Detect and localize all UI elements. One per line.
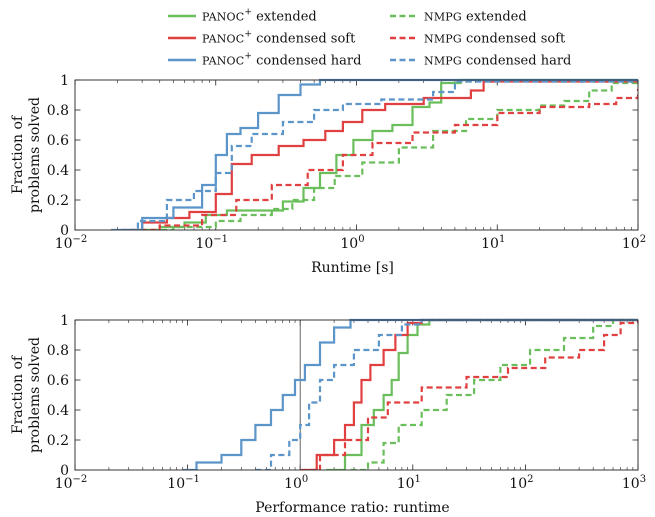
y-axis-label: Fraction ofproblems solved xyxy=(10,337,43,453)
x-tick-label: 10−2 xyxy=(55,234,88,252)
series-group xyxy=(182,318,638,470)
y-axis-label-line: problems solved xyxy=(27,337,43,453)
x-tick-base: 10 xyxy=(622,476,640,492)
x-tick-label: 10−1 xyxy=(167,474,200,492)
series-line xyxy=(300,320,638,470)
legend-label: NMPG condensed soft xyxy=(424,32,566,47)
legend-text: condensed soft xyxy=(252,32,356,47)
series-line xyxy=(110,80,638,230)
x-tick-base: 10 xyxy=(55,476,73,492)
series-line xyxy=(137,78,638,230)
x-axis-label: Performance ratio: runtime xyxy=(255,500,449,516)
legend-label: NMPG extended xyxy=(424,10,527,25)
y-tick-label: 0 xyxy=(60,223,69,239)
x-tick-label: 102 xyxy=(622,234,646,252)
x-tick-base: 10 xyxy=(622,236,640,252)
x-tick-base: 10 xyxy=(55,236,73,252)
legend-prefix: NMPG xyxy=(424,55,462,68)
y-tick-label: 0.6 xyxy=(47,133,69,149)
legend-label: PANOC+ condensed soft xyxy=(202,30,356,47)
x-tick-label: 100 xyxy=(340,234,364,252)
x-tick-exp: −2 xyxy=(73,234,88,245)
series-line xyxy=(117,78,638,230)
x-tick-base: 10 xyxy=(195,236,213,252)
x-tick-label: 101 xyxy=(397,474,421,492)
y-tick-label: 0.4 xyxy=(47,163,69,179)
y-tick-label: 0.4 xyxy=(47,403,69,419)
y-tick-label: 0.8 xyxy=(47,343,69,359)
performance-ratio-chart: 10−2 10−1 100 101 102 10300.20.40.60.81Perfor… xyxy=(10,313,646,516)
legend-text: condensed hard xyxy=(462,54,571,69)
legend-text: extended xyxy=(252,10,317,25)
y-tick-label: 1 xyxy=(60,313,69,329)
x-tick-base: 10 xyxy=(397,476,415,492)
y-axis-label-line: Fraction of xyxy=(10,114,26,194)
x-tick-exp: 2 xyxy=(527,474,533,485)
series-line xyxy=(123,80,638,230)
x-tick-base: 10 xyxy=(340,236,358,252)
x-axis-label: Runtime [s] xyxy=(311,260,394,276)
x-tick-base: 10 xyxy=(481,236,499,252)
x-tick-label: 103 xyxy=(622,474,646,492)
legend-sup: + xyxy=(244,30,252,40)
series-line xyxy=(255,318,638,470)
y-tick-label: 0.2 xyxy=(47,433,69,449)
legend-text: condensed soft xyxy=(462,32,566,47)
legend-prefix: NMPG xyxy=(424,33,462,46)
series-line xyxy=(182,318,638,470)
x-tick-label: 101 xyxy=(481,234,505,252)
series-group xyxy=(110,78,638,230)
legend-sup: + xyxy=(244,8,252,18)
series-line xyxy=(131,89,638,230)
x-tick-label: 10−1 xyxy=(195,234,228,252)
y-tick-label: 0.8 xyxy=(47,103,69,119)
legend-label: NMPG condensed hard xyxy=(424,54,571,69)
y-axis-label: Fraction ofproblems solved xyxy=(10,97,43,213)
x-tick-label: 100 xyxy=(284,474,308,492)
plot-frame xyxy=(74,319,639,471)
series-line xyxy=(326,318,638,470)
x-tick-base: 10 xyxy=(509,476,527,492)
x-tick-label: 10−2 xyxy=(55,474,88,492)
x-tick-base: 10 xyxy=(284,476,302,492)
legend-text: condensed hard xyxy=(252,54,361,69)
x-tick-label: 102 xyxy=(509,474,533,492)
x-tick-exp: −1 xyxy=(213,234,228,245)
y-tick-label: 0.6 xyxy=(47,373,69,389)
y-tick-label: 1 xyxy=(60,73,69,89)
y-axis-label-line: Fraction of xyxy=(10,354,26,434)
y-axis-label-line: problems solved xyxy=(27,97,43,213)
legend-text: extended xyxy=(462,10,527,25)
legend-prefix: PANOC xyxy=(202,33,244,46)
x-tick-exp: 1 xyxy=(499,234,505,245)
series-line xyxy=(350,318,638,470)
series-line xyxy=(304,318,638,470)
legend-label: PANOC+ condensed hard xyxy=(202,52,361,69)
x-tick-exp: 3 xyxy=(640,474,646,485)
x-tick-exp: 0 xyxy=(302,474,308,485)
legend-prefix: PANOC xyxy=(202,55,244,68)
legend-prefix: PANOC xyxy=(202,11,244,24)
legend-sup: + xyxy=(244,52,252,62)
x-tick-base: 10 xyxy=(167,476,185,492)
legend-prefix: NMPG xyxy=(424,11,462,24)
legend-label: PANOC+ extended xyxy=(202,8,317,25)
x-tick-exp: −1 xyxy=(185,474,200,485)
x-tick-exp: −2 xyxy=(73,474,88,485)
x-tick-exp: 0 xyxy=(358,234,364,245)
y-tick-label: 0.2 xyxy=(47,193,69,209)
x-tick-exp: 2 xyxy=(640,234,646,245)
y-tick-label: 0 xyxy=(60,463,69,479)
x-tick-exp: 1 xyxy=(415,474,421,485)
axis-ticks xyxy=(74,319,639,471)
plot-frame xyxy=(74,79,639,231)
series-line xyxy=(142,81,638,230)
